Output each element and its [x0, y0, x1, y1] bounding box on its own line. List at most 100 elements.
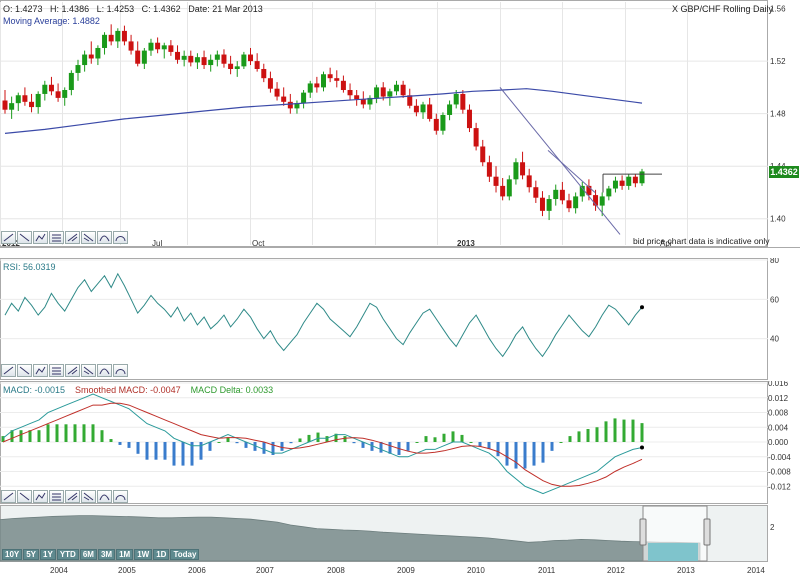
macd-ytick-4: 0.000: [768, 438, 789, 447]
draw-tool-button[interactable]: [81, 364, 96, 377]
candle-body-52: [347, 90, 353, 96]
macd-delta-bar-4: [37, 430, 41, 442]
drawing-tools-rsi: [1, 364, 128, 377]
draw-tool-button[interactable]: [17, 231, 32, 244]
navigator-xtick-10: 2014: [747, 566, 765, 575]
macd-delta-bar-34: [307, 434, 311, 442]
navigator-handle-right[interactable]: [703, 518, 711, 546]
zigzag-icon: [35, 492, 46, 501]
macd-delta-bar-68: [613, 418, 617, 442]
candle-body-17: [115, 30, 121, 42]
range-button-1m[interactable]: 1M: [116, 549, 134, 560]
draw-tool-button[interactable]: [17, 364, 32, 377]
draw-tool-button[interactable]: [33, 231, 48, 244]
open-value: O: 1.4273: [3, 4, 43, 14]
price-frame: [0, 0, 768, 247]
macd-delta-bar-54: [487, 442, 491, 450]
curve-icon: [99, 494, 110, 501]
candle-body-36: [241, 54, 247, 67]
draw-tool-button[interactable]: [65, 364, 80, 377]
macd-label: MACD: -0.0015: [3, 385, 66, 395]
macd-delta-bar-36: [325, 436, 329, 442]
macd-delta-bar-11: [100, 430, 104, 442]
draw-tool-button[interactable]: [1, 490, 16, 503]
navigator-panel: 2 2004 2005 2006 2007 2008 2009 2010 2011 2012 201…: [0, 505, 800, 576]
range-button-1d[interactable]: 1D: [153, 549, 170, 560]
candle-body-94: [626, 176, 632, 186]
macd-delta-bar-26: [235, 442, 239, 444]
candle-body-53: [354, 95, 360, 100]
candle-body-37: [248, 54, 254, 62]
draw-tool-button[interactable]: [65, 490, 80, 503]
draw-tool-button[interactable]: [113, 364, 128, 377]
price-panel: 1.401.441.481.521.562012JulOct2013Apr O:…: [0, 0, 800, 248]
macd-delta-bar-71: [640, 423, 644, 442]
range-button-6m[interactable]: 6M: [79, 549, 97, 560]
high-value: H: 1.4386: [50, 4, 90, 14]
candle-body-24: [161, 45, 167, 50]
draw-tool-button[interactable]: [65, 231, 80, 244]
smoothed-macd-line: [2, 402, 643, 487]
macd-delta-bar-38: [343, 436, 347, 442]
candle-body-8: [55, 91, 61, 98]
range-button-5y[interactable]: 5Y: [23, 549, 40, 560]
price-badge: 1.4362: [769, 166, 799, 178]
macd-delta-bar-31: [280, 442, 284, 451]
candle-body-33: [221, 54, 227, 64]
price-xtick-4: Apr: [660, 239, 673, 248]
disclaimer-text: bid price chart data is indicative only: [633, 236, 770, 246]
candle-body-92: [612, 180, 618, 189]
macd-delta-bar-25: [226, 437, 230, 442]
draw-tool-button[interactable]: [33, 364, 48, 377]
candle-body-12: [82, 54, 88, 66]
candle-body-77: [513, 162, 519, 180]
candle-body-96: [639, 171, 645, 184]
macd-delta-bar-39: [352, 442, 356, 444]
candle-body-6: [42, 84, 48, 94]
arc-icon: [115, 236, 126, 242]
draw-tool-button[interactable]: [49, 490, 64, 503]
chart-title: X GBP/CHF Rolling Daily: [672, 4, 774, 14]
candle-body-44: [294, 103, 300, 109]
draw-tool-button[interactable]: [97, 231, 112, 244]
macd-ytick-2: 0.008: [768, 409, 789, 418]
draw-tool-button[interactable]: [33, 490, 48, 503]
draw-tool-button[interactable]: [113, 490, 128, 503]
navigator-handle-left[interactable]: [639, 518, 647, 546]
draw-tool-button[interactable]: [1, 231, 16, 244]
draw-tool-button[interactable]: [81, 490, 96, 503]
trend-down-icon: [19, 492, 30, 501]
macd-delta-bar-51: [460, 434, 464, 442]
draw-tool-button[interactable]: [113, 231, 128, 244]
candle-body-32: [214, 54, 220, 60]
channel-up-icon: [67, 492, 78, 501]
macd-delta-bar-66: [595, 427, 599, 442]
macd-delta-bar-67: [604, 421, 608, 442]
candle-body-40: [267, 78, 273, 89]
candle-body-49: [327, 74, 333, 79]
draw-tool-button[interactable]: [1, 364, 16, 377]
range-button-10y[interactable]: 10Y: [2, 549, 23, 560]
draw-tool-button[interactable]: [17, 490, 32, 503]
candle-body-22: [148, 42, 154, 51]
candle-body-68: [453, 93, 459, 105]
macd-delta-bar-27: [244, 442, 248, 448]
macd-delta-bar-63: [568, 436, 572, 442]
range-button-1y[interactable]: 1Y: [40, 549, 56, 560]
range-button-1w[interactable]: 1W: [134, 549, 153, 560]
draw-tool-button[interactable]: [49, 231, 64, 244]
range-button-ytd[interactable]: YTD: [56, 549, 79, 560]
macd-delta-bar-35: [316, 432, 320, 442]
draw-tool-button[interactable]: [49, 364, 64, 377]
draw-tool-button[interactable]: [97, 364, 112, 377]
macd-delta-bar-43: [388, 442, 392, 454]
candle-body-21: [141, 50, 147, 64]
range-button-3m[interactable]: 3M: [97, 549, 116, 560]
range-button-today[interactable]: Today: [170, 549, 200, 560]
candle-body-93: [619, 180, 625, 186]
rsi-ytick-0: 40: [770, 335, 779, 344]
candle-body-20: [135, 50, 141, 64]
draw-tool-button[interactable]: [97, 490, 112, 503]
draw-tool-button[interactable]: [81, 231, 96, 244]
macd-delta-bar-56: [505, 442, 509, 466]
